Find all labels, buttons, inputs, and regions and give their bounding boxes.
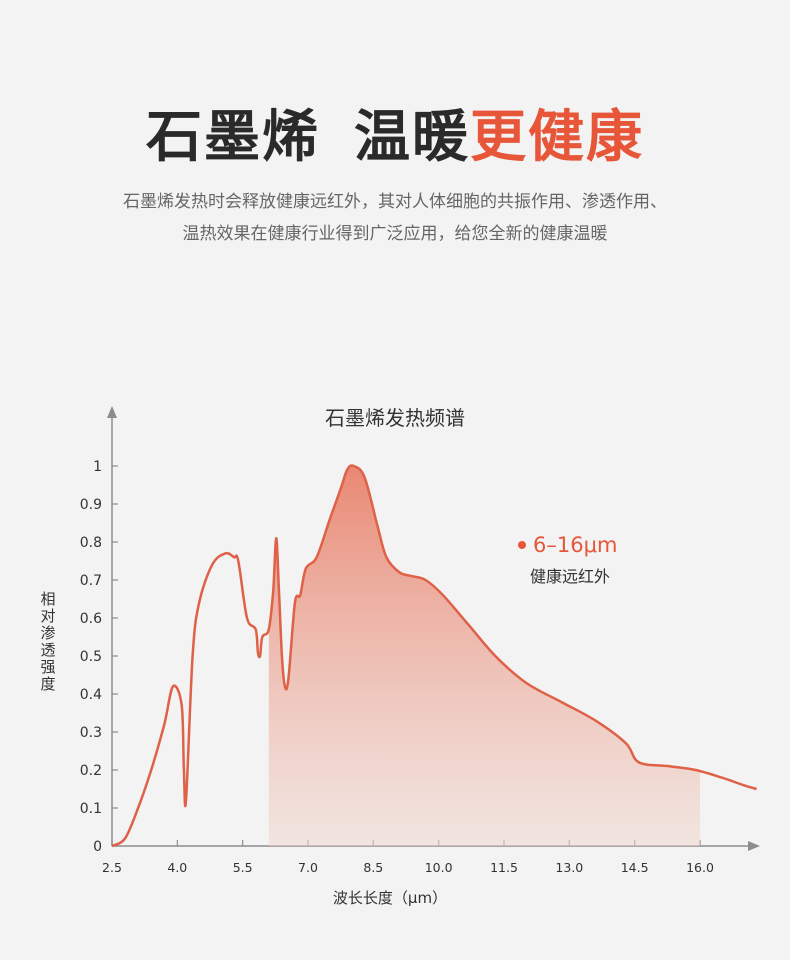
x-tick-label: 4.0 xyxy=(167,860,187,875)
title-part-graphene: 石墨烯 xyxy=(146,105,320,170)
x-tick-label: 2.5 xyxy=(102,860,122,875)
intro-text: 石墨烯发热时会释放健康远红外，其对人体细胞的共振作用、渗透作用、 温热效果在健康… xyxy=(0,186,790,250)
y-tick-label: 0.6 xyxy=(80,611,102,627)
y-ticks: 0 0.1 0.2 0.3 0.4 0.5 0.6 0.7 0.8 0.9 1 xyxy=(80,459,118,855)
annotation-range: 6–16μm xyxy=(533,533,617,557)
spectrum-curve xyxy=(111,464,757,848)
chart-title: 石墨烯发热频谱 xyxy=(325,406,465,430)
x-tick-label: 10.0 xyxy=(425,860,453,875)
x-tick-label: 16.0 xyxy=(686,860,714,875)
x-tick-label: 7.0 xyxy=(298,860,318,875)
shaded-area xyxy=(268,465,700,846)
y-tick-label: 0.9 xyxy=(80,497,102,513)
x-axis-label: 波长长度（μm） xyxy=(333,889,447,907)
title-accent: 更健康 xyxy=(470,105,644,170)
y-tick-label: 0.8 xyxy=(80,535,102,551)
x-tick-label: 11.5 xyxy=(490,860,518,875)
x-tick-label: 13.0 xyxy=(555,860,583,875)
annotation-dot xyxy=(518,541,526,549)
y-tick-label: 0.2 xyxy=(80,763,102,779)
x-tick-label: 8.5 xyxy=(363,860,383,875)
y-tick-label: 0.4 xyxy=(80,687,102,703)
title-part-warm: 温暖 xyxy=(354,105,470,170)
x-ticks: 2.5 4.0 5.5 7.0 8.5 10.0 11.5 13.0 14.5 16.0 xyxy=(102,840,714,875)
hero-title: 石墨烯 温暖更健康 xyxy=(0,92,790,173)
y-axis-arrow xyxy=(107,406,117,418)
x-axis-arrow xyxy=(748,841,760,851)
annotation-name: 健康远红外 xyxy=(530,567,610,586)
intro-line-2: 温热效果在健康行业得到广泛应用，给您全新的健康温暖 xyxy=(182,224,608,244)
y-tick-label: 0 xyxy=(93,839,102,855)
y-tick-label: 0.5 xyxy=(80,649,102,665)
intro-line-1: 石墨烯发热时会释放健康远红外，其对人体细胞的共振作用、渗透作用、 xyxy=(123,192,667,212)
x-tick-label: 5.5 xyxy=(233,860,253,875)
y-tick-label: 0.1 xyxy=(80,801,102,817)
y-axis-label: 相对渗透强度 xyxy=(40,590,55,693)
y-tick-label: 0.3 xyxy=(80,725,102,741)
y-tick-label: 0.7 xyxy=(80,573,102,589)
x-tick-label: 14.5 xyxy=(621,860,649,875)
y-tick-label: 1 xyxy=(93,459,102,475)
